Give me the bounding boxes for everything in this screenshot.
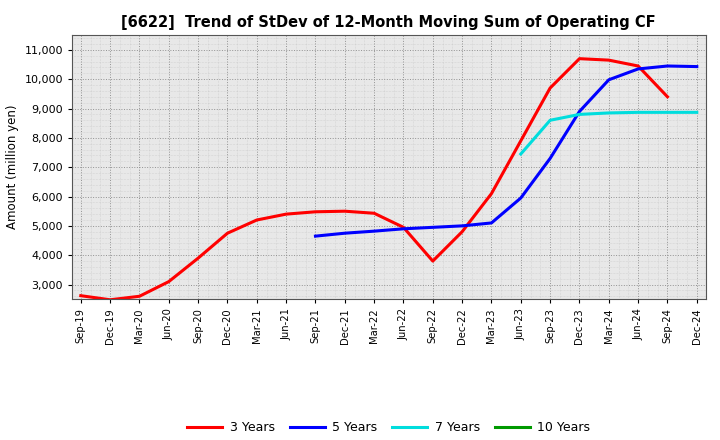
5 Years [341, 231, 349, 236]
3 Years [253, 217, 261, 223]
3 Years [106, 297, 114, 302]
5 Years [428, 225, 437, 230]
3 Years [575, 56, 584, 61]
7 Years [693, 110, 701, 115]
Title: [6622]  Trend of StDev of 12-Month Moving Sum of Operating CF: [6622] Trend of StDev of 12-Month Moving… [122, 15, 656, 30]
3 Years [428, 258, 437, 264]
3 Years [194, 256, 202, 261]
3 Years [516, 138, 525, 143]
5 Years [311, 234, 320, 239]
5 Years [370, 228, 379, 234]
3 Years [399, 225, 408, 230]
5 Years [663, 63, 672, 69]
3 Years [487, 191, 496, 196]
5 Years [693, 64, 701, 69]
Line: 3 Years: 3 Years [81, 59, 667, 300]
Line: 7 Years: 7 Years [521, 112, 697, 154]
5 Years [546, 156, 554, 161]
7 Years [663, 110, 672, 115]
7 Years [516, 151, 525, 157]
3 Years [223, 231, 232, 236]
5 Years [605, 77, 613, 82]
3 Years [282, 212, 290, 217]
3 Years [458, 229, 467, 235]
5 Years [575, 109, 584, 114]
3 Years [370, 211, 379, 216]
7 Years [575, 112, 584, 117]
Legend: 3 Years, 5 Years, 7 Years, 10 Years: 3 Years, 5 Years, 7 Years, 10 Years [182, 416, 595, 439]
Y-axis label: Amount (million yen): Amount (million yen) [6, 105, 19, 229]
7 Years [546, 117, 554, 123]
3 Years [341, 209, 349, 214]
3 Years [76, 293, 85, 298]
3 Years [663, 94, 672, 99]
3 Years [135, 293, 144, 299]
5 Years [634, 66, 642, 72]
Line: 5 Years: 5 Years [315, 66, 697, 236]
7 Years [634, 110, 642, 115]
3 Years [164, 279, 173, 284]
7 Years [605, 110, 613, 116]
3 Years [546, 85, 554, 91]
3 Years [311, 209, 320, 214]
5 Years [458, 223, 467, 228]
3 Years [634, 63, 642, 69]
5 Years [399, 226, 408, 231]
5 Years [487, 220, 496, 226]
5 Years [516, 195, 525, 201]
3 Years [605, 58, 613, 63]
